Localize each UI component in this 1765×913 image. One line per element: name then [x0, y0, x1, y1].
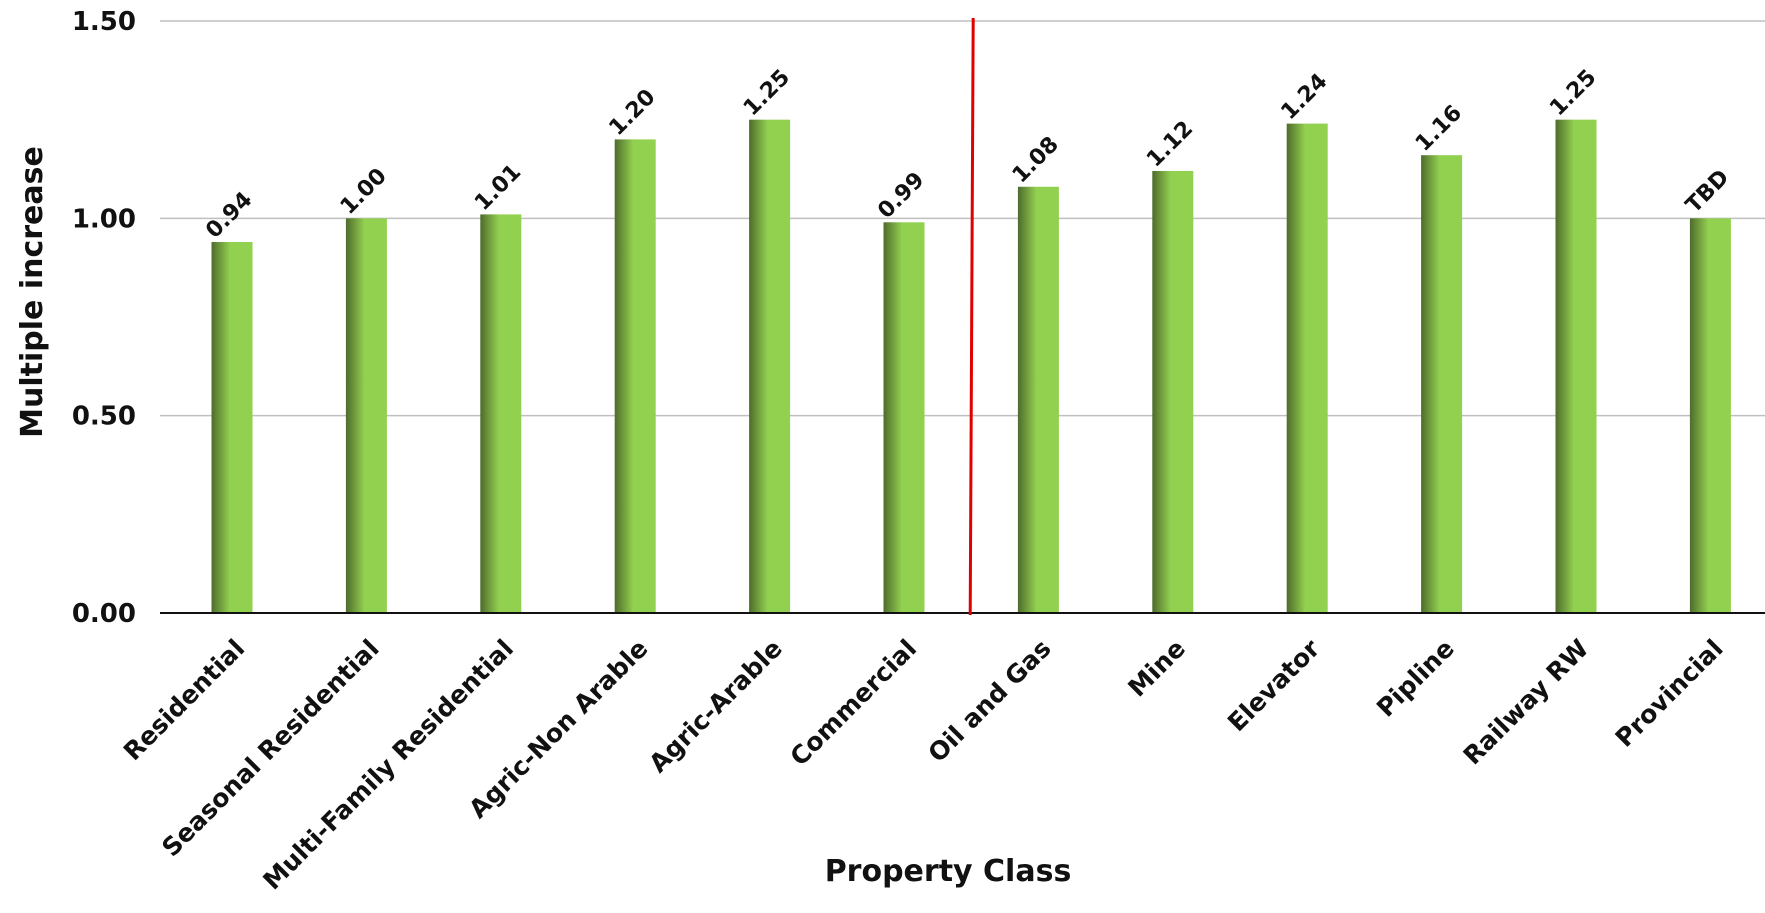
- y-tick-label: 0.00: [72, 599, 136, 629]
- y-axis-title: Multiple increase: [15, 146, 50, 438]
- y-tick-label: 0.50: [72, 402, 136, 432]
- bar: [1152, 170, 1194, 613]
- data-label: TBD: [1681, 165, 1734, 218]
- x-tick-label: Multi-Family Residential: [257, 634, 519, 896]
- bar: [1689, 218, 1731, 614]
- bar: [1421, 155, 1463, 614]
- y-tick-label: 1.50: [72, 7, 136, 37]
- y-axis-ticks: 0.00 0.50 1.00 1.50: [72, 7, 136, 629]
- bar: [480, 214, 522, 614]
- bar: [1286, 123, 1328, 613]
- x-tick-label: Agric-Arable: [643, 634, 787, 778]
- data-label: 1.24: [1277, 69, 1333, 125]
- bar: [211, 242, 253, 613]
- data-label: 1.00: [336, 164, 392, 220]
- x-tick-label: Railway RW: [1458, 634, 1595, 771]
- data-label: 1.01: [470, 160, 526, 216]
- data-label: 0.94: [201, 187, 257, 243]
- bar: [1017, 186, 1059, 613]
- x-tick-label: Oil and Gas: [923, 634, 1057, 768]
- data-label: 1.12: [1142, 116, 1198, 172]
- bars: [211, 119, 1731, 614]
- x-tick-label: Pipline: [1371, 634, 1460, 723]
- gridlines: [160, 20, 1765, 417]
- data-label: 1.25: [739, 65, 795, 121]
- data-label: 1.16: [1411, 101, 1467, 157]
- bar: [345, 218, 387, 614]
- x-tick-label: Residential: [118, 634, 250, 766]
- x-tick-label: Seasonal Residential: [156, 634, 384, 862]
- data-labels: 0.94 1.00 1.01 1.20 1.25 0.99 1.08 1.12 1.24 1.16…: [201, 65, 1734, 243]
- data-label: 1.25: [1545, 65, 1601, 121]
- y-tick-label: 1.00: [72, 204, 136, 234]
- x-tick-label: Mine: [1122, 634, 1191, 703]
- data-label: 1.08: [1008, 132, 1064, 188]
- x-tick-label: Elevator: [1222, 633, 1326, 737]
- data-label: 0.99: [873, 168, 929, 224]
- bar: [749, 119, 791, 614]
- x-tick-label: Provincial: [1610, 634, 1729, 753]
- x-tick-label: Commercial: [785, 634, 923, 772]
- bar: [1555, 119, 1597, 614]
- divider-line: [968, 17, 975, 616]
- bar: [614, 139, 656, 613]
- bar: [883, 222, 925, 613]
- x-axis-title: Property Class: [825, 854, 1072, 889]
- data-label: 1.20: [605, 85, 661, 141]
